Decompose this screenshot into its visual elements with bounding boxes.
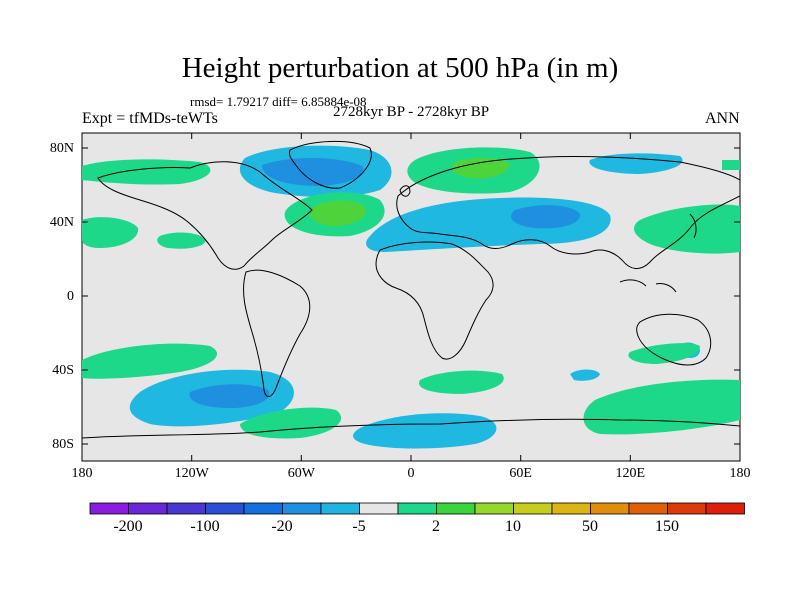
contour-pos-south-pacific	[82, 343, 218, 379]
colorbar	[89, 502, 745, 515]
contour-pos-southern-ocean-west	[240, 407, 342, 439]
contour-neg-south-pacific-core	[189, 384, 270, 408]
map-title: Height perturbation at 500 hPa (in m)	[181, 52, 619, 84]
contour-pos-europe-core	[452, 157, 510, 179]
lat-tick-label: 0	[67, 289, 74, 304]
coast-south-america	[243, 269, 311, 397]
contour-neg-antarctic	[353, 413, 497, 449]
coast-north-america	[97, 161, 313, 270]
colorbar-swatch	[166, 502, 206, 515]
lat-tick-label: 40S	[52, 363, 74, 378]
coast-antarctica	[82, 418, 740, 439]
colorbar-swatch	[320, 502, 360, 515]
stats-label: rmsd= 1.79217 diff= 6.85884e-08	[190, 94, 367, 109]
period-label: 2728kyr BP - 2728kyr BP	[332, 104, 490, 120]
coast-africa	[375, 241, 494, 360]
colorbar-swatch	[243, 502, 283, 515]
lat-tick-label: 80S	[52, 437, 74, 452]
colorbar-swatch	[513, 502, 553, 515]
colorbar-label: 10	[505, 518, 521, 535]
colorbar-swatch	[205, 502, 245, 515]
lon-tick-label: 0	[407, 466, 415, 481]
contour-pos-arctic-pacific	[722, 160, 740, 170]
colorbar-swatch	[667, 502, 707, 515]
colorbar-swatch	[551, 502, 591, 515]
contour-pos-north-pacific-west	[82, 159, 211, 185]
lat-tick-label: 80N	[49, 141, 74, 156]
colorbar-swatch	[628, 502, 668, 515]
lon-tick-label: 60E	[509, 466, 532, 481]
lon-tick-label: 120W	[174, 466, 209, 481]
coast-australia	[636, 313, 712, 366]
contour-neg-eurasia-core	[511, 205, 581, 229]
contour-pos-south-atlantic	[419, 370, 504, 394]
colorbar-swatch	[128, 502, 168, 515]
contour-pos-southern-ocean-east	[583, 379, 740, 435]
contour-neg-north-atlantic-core	[262, 157, 364, 186]
coastlines	[82, 141, 740, 439]
colorbar-label: -200	[113, 518, 143, 535]
season-label: ANN	[705, 110, 740, 127]
colorbar-swatch	[436, 502, 476, 515]
colorbar-swatch	[705, 502, 745, 515]
coast-eurasia	[396, 155, 740, 269]
coast-maritime-continent	[619, 279, 677, 293]
colorbar-label: -5	[352, 518, 366, 535]
colorbar-swatch	[89, 502, 129, 515]
coast-greenland	[289, 141, 372, 189]
colorbar-swatch	[282, 502, 322, 515]
lat-tick-label: 40N	[49, 215, 74, 230]
contour-pos-east-pacific	[82, 217, 139, 248]
colorbar-swatch	[474, 502, 514, 515]
colorbar-swatch	[359, 502, 399, 515]
colorbar-label: 2	[432, 518, 440, 535]
lon-tick-label: 180	[729, 466, 751, 481]
contour-neg-north-pacific	[589, 153, 683, 174]
lon-tick-label: 180	[71, 466, 93, 481]
experiment-label: Expt = tfMDs-teWTs	[82, 110, 218, 127]
lon-tick-label: 60W	[287, 466, 315, 481]
colorbar-label: 50	[582, 518, 598, 535]
colorbar-label: -100	[190, 518, 220, 535]
colorbar-swatch	[590, 502, 630, 515]
coast-japan	[689, 213, 697, 239]
lon-tick-label: 120E	[615, 466, 646, 481]
contour-pos-north-pacific-east	[634, 204, 740, 254]
contour-pos-east-pacific-small	[157, 232, 206, 249]
contour-neg-indian-ocean	[570, 369, 600, 381]
contour-pos-mid-atlantic-core	[310, 200, 367, 226]
colorbar-swatch	[397, 502, 437, 515]
coast-uk	[399, 185, 411, 197]
anomaly-contours	[82, 145, 740, 449]
axis-ticks	[82, 133, 740, 461]
colorbar-label: 150	[655, 518, 679, 535]
colorbar-label: -20	[271, 518, 293, 535]
